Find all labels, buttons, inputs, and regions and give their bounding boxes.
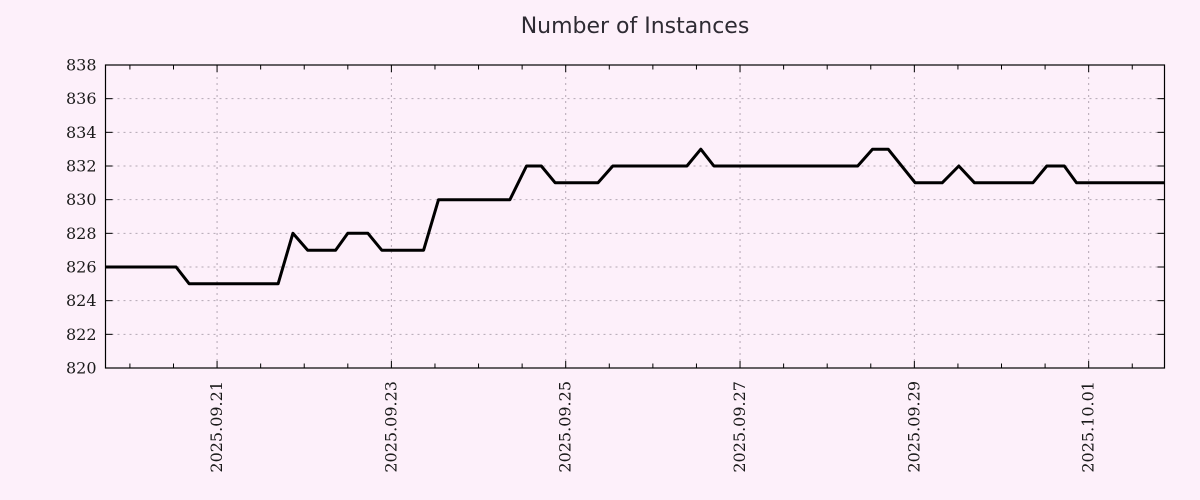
series-line-instances [105, 147, 1165, 286]
y-tick-label: 834 [66, 123, 97, 142]
y-tick-label: 832 [66, 157, 97, 176]
y-tick-label: 820 [66, 359, 97, 378]
y-tick-label: 824 [66, 291, 97, 310]
y-tick-label: 826 [66, 258, 97, 277]
y-tick-label: 828 [66, 224, 97, 243]
y-tick-label: 836 [66, 89, 97, 108]
plot-border [104, 64, 1166, 369]
x-tick-label: 2025.09.21 [207, 381, 226, 473]
chart-title: Number of Instances [520, 14, 750, 39]
y-tick-label: 830 [66, 190, 97, 209]
x-tick-label: 2025.09.27 [730, 381, 749, 473]
x-tick-label: 2025.09.29 [904, 381, 923, 473]
x-tick-label: 2025.09.25 [556, 381, 575, 473]
x-tick-label: 2025.09.23 [381, 381, 400, 473]
y-tick-label: 838 [66, 56, 97, 75]
y-tick-label: 822 [66, 325, 97, 344]
x-tick-label: 2025.10.01 [1079, 381, 1098, 473]
